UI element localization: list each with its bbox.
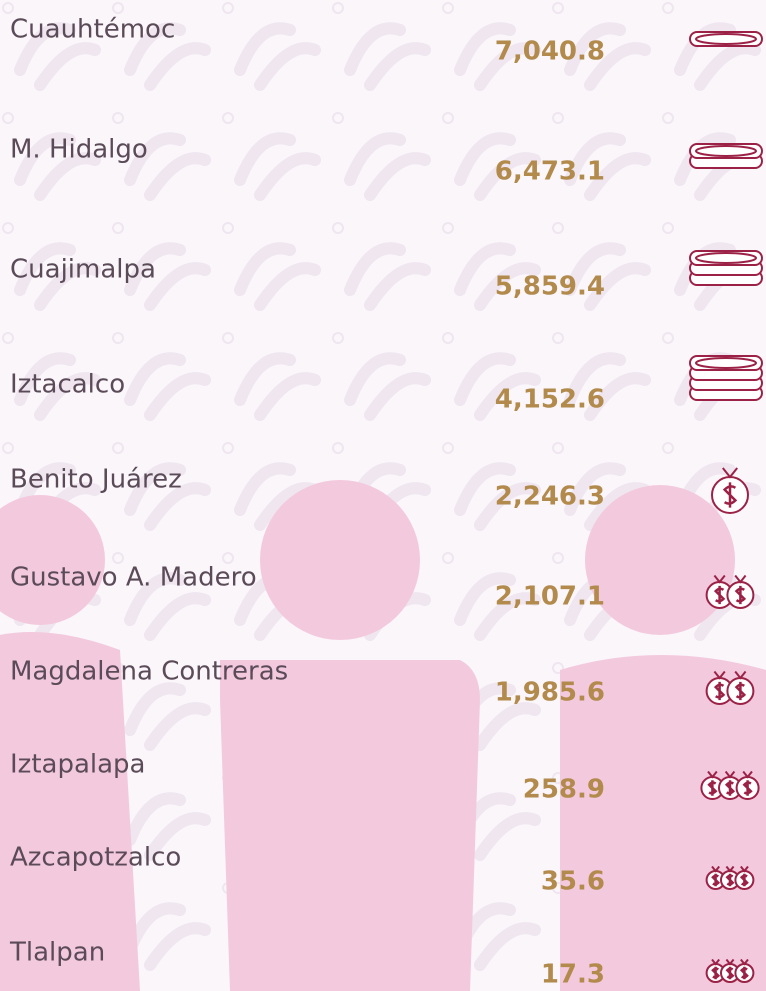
row-label: Iztapalapa	[10, 750, 145, 780]
row-value: 1,985.6	[495, 678, 605, 708]
row-label: M. Hidalgo	[10, 135, 148, 165]
row-label: Azcapotzalco	[10, 843, 181, 873]
row-value: 258.9	[523, 775, 605, 805]
icon	[707, 960, 754, 983]
row-value: 35.6	[541, 867, 605, 897]
row-value: 2,246.3	[495, 482, 605, 512]
row-value: 5,859.4	[495, 272, 605, 302]
icon	[690, 251, 762, 285]
row-label: Cuauhtémoc	[10, 15, 175, 45]
row-value: 2,107.1	[495, 582, 605, 612]
icon	[690, 356, 762, 400]
row-value: 17.3	[541, 960, 605, 990]
icon	[707, 867, 754, 890]
row-label: Gustavo A. Madero	[10, 563, 257, 593]
row-value: 4,152.6	[495, 385, 605, 415]
row-value: 7,040.8	[495, 37, 605, 67]
icon	[690, 144, 762, 168]
page: Cuauhtémoc 7,040.8 M. Hidalgo 6,473.1 Cuajim…	[0, 0, 766, 991]
row-label: Iztacalco	[10, 370, 125, 400]
row-label: Benito Juárez	[10, 465, 182, 495]
infographic: Cuauhtémoc 7,040.8 M. Hidalgo 6,473.1 Cuajim…	[0, 0, 766, 991]
row-label: Cuajimalpa	[10, 255, 156, 285]
row-label: Magdalena Contreras	[10, 657, 288, 687]
row-value: 6,473.1	[495, 157, 605, 187]
icon	[690, 32, 762, 46]
row-label: Tlalpan	[9, 938, 105, 968]
